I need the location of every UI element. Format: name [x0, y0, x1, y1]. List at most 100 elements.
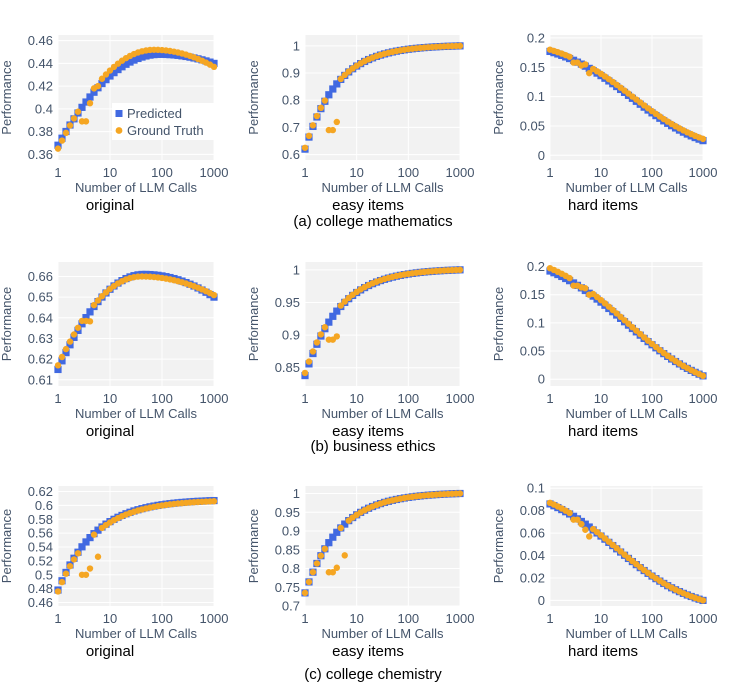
- subplot-subtitle: easy items: [332, 643, 404, 660]
- ground-truth-point: [321, 324, 329, 331]
- x-axis-label: Number of LLM Calls: [75, 180, 198, 195]
- ground-truth-point: [341, 552, 348, 559]
- ground-truth-point: [456, 42, 464, 50]
- ground-truth-point: [74, 108, 82, 115]
- ground-truth-point: [305, 132, 313, 140]
- y-tick-label: 0.6: [35, 498, 53, 513]
- ground-truth-point: [82, 118, 90, 125]
- ground-truth-point: [94, 297, 102, 304]
- ground-truth-point: [582, 526, 589, 533]
- x-tick-label: 1: [301, 165, 308, 180]
- ground-truth-point: [699, 135, 707, 143]
- ground-truth-point: [456, 490, 464, 497]
- predicted-point: [341, 520, 349, 528]
- predicted-point: [90, 88, 98, 96]
- predicted-point: [333, 528, 341, 536]
- y-tick-label: 1: [293, 262, 300, 277]
- y-axis-label: Performance: [0, 287, 14, 361]
- predicted-point: [166, 51, 174, 59]
- predicted-point: [94, 526, 102, 534]
- y-tick-label: 0.8: [282, 561, 300, 576]
- ground-truth-point: [321, 97, 329, 104]
- predicted-point: [325, 91, 333, 99]
- y-tick-label: 0.15: [520, 287, 545, 302]
- y-tick-label: 0.61: [28, 372, 53, 387]
- x-axis-label: Number of LLM Calls: [565, 626, 688, 641]
- y-tick-label: 0.4: [35, 101, 53, 116]
- x-axis-label: Number of LLM Calls: [321, 406, 444, 421]
- x-tick-label: 10: [103, 165, 117, 180]
- ground-truth-point: [301, 589, 309, 597]
- y-tick-label: 0.62: [28, 484, 53, 499]
- x-tick-label: 10: [349, 165, 363, 180]
- ground-truth-point: [66, 122, 74, 129]
- x-tick-label: 100: [641, 611, 663, 626]
- y-tick-label: 0.5: [35, 567, 53, 582]
- y-axis-label: Performance: [246, 509, 261, 583]
- x-tick-label: 100: [397, 391, 419, 406]
- x-tick-label: 100: [641, 165, 663, 180]
- predicted-point: [150, 50, 158, 59]
- x-tick-label: 10: [594, 391, 608, 406]
- ground-truth-point: [62, 570, 70, 577]
- ground-truth-point: [90, 301, 98, 309]
- y-tick-label: 0.9: [282, 328, 300, 343]
- y-tick-label: 0.58: [28, 512, 53, 527]
- ground-truth-point: [62, 129, 70, 137]
- y-tick-label: 0.2: [527, 30, 545, 45]
- x-tick-label: 1000: [200, 391, 229, 406]
- ground-truth-point: [66, 562, 74, 570]
- x-tick-label: 1: [54, 611, 61, 626]
- x-tick-label: 1000: [689, 611, 718, 626]
- ground-truth-point: [309, 348, 317, 355]
- legend-predicted-swatch: [115, 110, 123, 117]
- y-tick-label: 0.52: [28, 553, 53, 568]
- ground-truth-point: [317, 552, 325, 559]
- x-tick-label: 1: [301, 611, 308, 626]
- y-tick-label: 0.7: [282, 599, 300, 614]
- x-tick-label: 100: [397, 165, 419, 180]
- x-tick-label: 100: [641, 391, 663, 406]
- ground-truth-point: [70, 331, 78, 338]
- ground-truth-point: [58, 137, 66, 144]
- subplot-1: 0.36 0.38 0.4 0.42 0.44 0.46 1 10 100 1000Number …: [0, 33, 228, 214]
- predicted-point: [569, 512, 578, 520]
- ground-truth-point: [566, 53, 573, 60]
- predicted-point: [210, 59, 218, 68]
- predicted-point: [122, 60, 130, 68]
- ground-truth-point: [86, 99, 94, 107]
- predicted-point: [585, 523, 593, 531]
- y-tick-label: 0.75: [275, 580, 300, 595]
- predicted-point: [110, 69, 118, 77]
- x-tick-label: 1000: [200, 165, 229, 180]
- x-tick-label: 100: [151, 611, 173, 626]
- y-tick-label: 0.46: [28, 595, 53, 610]
- ground-truth-point: [90, 531, 98, 538]
- x-tick-label: 10: [349, 611, 363, 626]
- y-tick-label: 0: [538, 148, 545, 163]
- x-axis-label: Number of LLM Calls: [565, 180, 688, 195]
- ground-truth-point: [98, 293, 106, 300]
- predicted-point: [333, 307, 341, 315]
- x-tick-label: 1: [546, 391, 553, 406]
- predicted-point: [118, 63, 126, 71]
- predicted-point: [126, 58, 134, 66]
- x-axis-label: Number of LLM Calls: [321, 180, 444, 195]
- subplot-subtitle: hard items: [568, 423, 638, 440]
- predicted-point: [78, 543, 86, 551]
- predicted-point: [114, 65, 122, 74]
- plot-area: [550, 486, 703, 606]
- y-tick-label: 0: [538, 593, 545, 608]
- ground-truth-point: [94, 82, 102, 90]
- y-tick-label: 0.15: [520, 60, 545, 75]
- ground-truth-point: [313, 112, 321, 120]
- y-tick-label: 0.48: [28, 581, 53, 596]
- ground-truth-point: [329, 569, 337, 576]
- predicted-point: [102, 76, 110, 84]
- x-tick-label: 1: [546, 611, 553, 626]
- predicted-point: [54, 141, 62, 149]
